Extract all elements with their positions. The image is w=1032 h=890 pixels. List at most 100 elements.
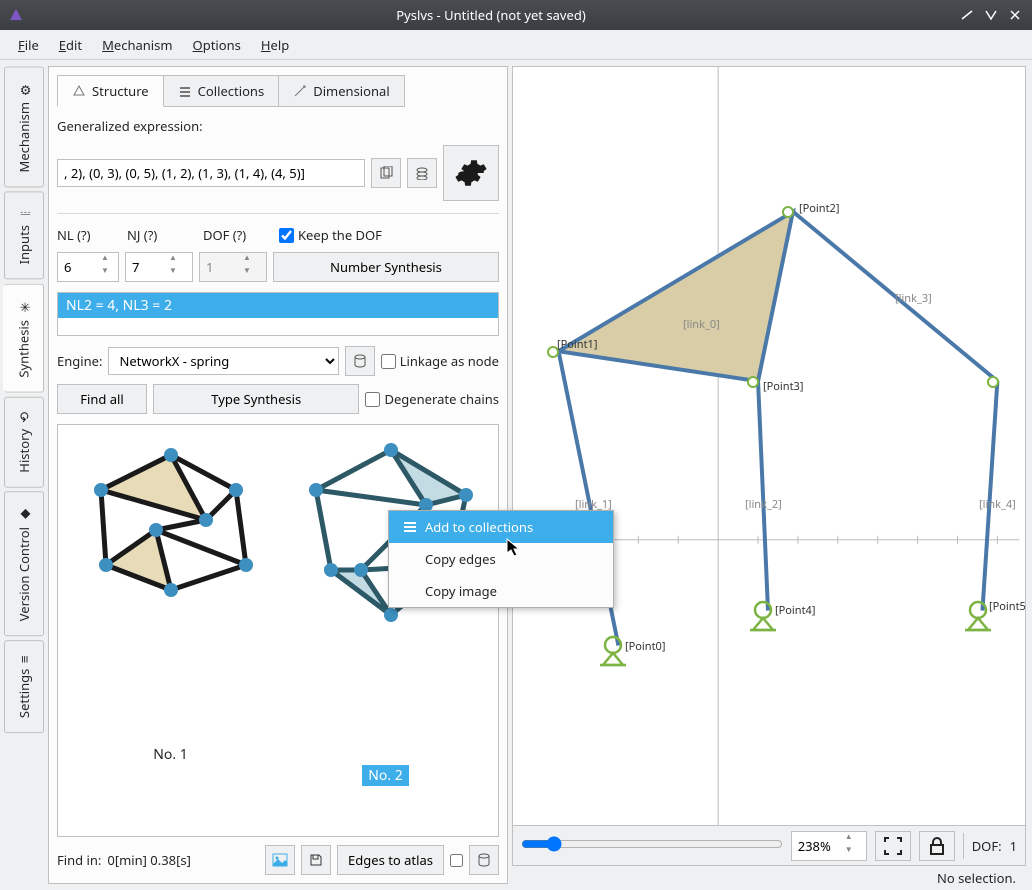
main-canvas[interactable]: [Point1] [Point2] [Point3] [Point0] [Poi…: [512, 66, 1026, 826]
expression-input[interactable]: [57, 159, 365, 187]
menubar: File Edit Mechanism Options Help: [0, 30, 1032, 60]
dof-label: DOF (?): [203, 226, 273, 244]
copy-expression-button[interactable]: [371, 158, 401, 188]
window-title: Pyslvs - Untitled (not yet saved): [30, 6, 952, 24]
link-label: [link_0]: [683, 317, 720, 332]
nl-spin[interactable]: ▲▼: [57, 252, 119, 282]
sidetab-synthesis[interactable]: Synthesis ✳: [4, 284, 44, 393]
menu-mechanism[interactable]: Mechanism: [92, 32, 182, 58]
link-label: [link_3]: [895, 291, 932, 306]
point-label: [Point0]: [625, 639, 665, 654]
atlas-db-button[interactable]: [469, 845, 499, 875]
edges-to-atlas-button[interactable]: Edges to atlas: [337, 845, 444, 875]
ground-icon: [598, 635, 628, 671]
tab-dimensional[interactable]: Dimensional: [279, 75, 405, 107]
sidetab-version-control[interactable]: Version Control ◆: [4, 491, 44, 636]
atlas-graph-1: [76, 435, 266, 605]
point-5[interactable]: [987, 376, 999, 388]
lock-view-button[interactable]: [919, 831, 955, 861]
fullscreen-icon: [883, 836, 903, 856]
menu-options[interactable]: Options: [183, 32, 251, 58]
app-icon: [8, 7, 24, 23]
engine-select[interactable]: NetworkX - spring: [108, 347, 338, 375]
database-icon: [477, 853, 491, 867]
copy-icon: [379, 166, 393, 180]
keep-dof-checkbox[interactable]: Keep the DOF: [279, 226, 382, 244]
zoom-slider[interactable]: [521, 836, 783, 856]
save-icon: [309, 853, 323, 867]
atlas-checkbox[interactable]: [450, 854, 463, 867]
atlas-cell-2[interactable]: No. 2: [283, 435, 488, 826]
window-maximize-icon[interactable]: [982, 6, 1000, 24]
status-bar: No selection.: [512, 866, 1026, 890]
sidetab-settings[interactable]: Settings ≡: [4, 640, 44, 733]
dimensional-icon: [293, 84, 307, 98]
ctx-copy-edges[interactable]: Copy edges: [389, 543, 613, 575]
engine-label: Engine:: [57, 352, 102, 370]
structure-icon: [72, 84, 86, 98]
database-icon: [353, 354, 367, 368]
linkage-as-node-checkbox[interactable]: Linkage as node: [381, 352, 499, 370]
synthesis-result-list[interactable]: NL2 = 4, NL3 = 2: [57, 292, 499, 336]
settings-gear-button[interactable]: [443, 145, 499, 201]
stack-expression-button[interactable]: [407, 158, 437, 188]
canvas-controls: ▲▼ DOF: 1: [512, 826, 1026, 866]
nj-spin[interactable]: ▲▼: [125, 252, 193, 282]
link-label: [link_2]: [745, 497, 782, 512]
synthesis-panel: Structure Collections Dimensional Genera…: [48, 66, 508, 884]
degenerate-checkbox[interactable]: Degenerate chains: [365, 390, 499, 408]
context-menu: Add to collections Copy edges Copy image: [388, 510, 614, 608]
canvas-area: [Point1] [Point2] [Point3] [Point0] [Poi…: [512, 66, 1026, 890]
window-close-icon[interactable]: [1006, 6, 1024, 24]
type-synthesis-button[interactable]: Type Synthesis: [153, 384, 359, 414]
findin-value: 0[min] 0.38[s]: [107, 851, 259, 869]
expression-label: Generalized expression:: [57, 117, 499, 135]
menu-edit[interactable]: Edit: [49, 32, 92, 58]
point-2[interactable]: [782, 206, 794, 218]
collections-icon: [403, 520, 417, 534]
nl-label: NL (?): [57, 226, 121, 244]
collections-icon: [178, 84, 192, 98]
menu-help[interactable]: Help: [251, 32, 299, 58]
sidetab-inputs[interactable]: Inputs ⎓: [4, 191, 44, 279]
status-text: No selection.: [937, 869, 1016, 887]
synthesis-result-row[interactable]: NL2 = 4, NL3 = 2: [58, 293, 498, 318]
dof-label: DOF:: [972, 837, 1002, 855]
fit-view-button[interactable]: [875, 831, 911, 861]
zoom-spin[interactable]: ▲▼: [791, 831, 867, 861]
canvas-svg: [513, 67, 1025, 825]
stack-icon: [415, 166, 429, 180]
synthesis-tabs: Structure Collections Dimensional: [57, 75, 499, 107]
side-tabbar: Mechanism ⚙ Inputs ⎓ Synthesis ✳ History…: [0, 60, 48, 890]
atlas-caption-2: No. 2: [362, 765, 409, 786]
ground-icon: [748, 600, 778, 636]
gear-icon: [454, 155, 488, 191]
titlebar: Pyslvs - Untitled (not yet saved): [0, 0, 1032, 30]
atlas-cell-1[interactable]: No. 1: [68, 435, 273, 826]
point-label: [Point3]: [763, 379, 803, 394]
sidetab-mechanism[interactable]: Mechanism ⚙: [4, 66, 44, 187]
image-icon: [272, 853, 288, 867]
image-export-button[interactable]: [265, 845, 295, 875]
dof-value: 1: [1010, 837, 1017, 855]
nj-label: NJ (?): [127, 226, 197, 244]
window-minimize-icon[interactable]: [958, 6, 976, 24]
atlas-caption-1: No. 1: [153, 745, 188, 764]
sidetab-history[interactable]: History ⟲: [4, 397, 44, 488]
lock-icon: [928, 836, 946, 856]
ctx-add-to-collections[interactable]: Add to collections: [389, 511, 613, 543]
find-all-button[interactable]: Find all: [57, 384, 147, 414]
ctx-copy-image[interactable]: Copy image: [389, 575, 613, 607]
menu-file[interactable]: File: [8, 32, 49, 58]
point-label: [Point4]: [775, 603, 815, 618]
findin-label: Find in:: [57, 851, 101, 869]
point-3[interactable]: [747, 376, 759, 388]
engine-db-button[interactable]: [345, 346, 375, 376]
dof-spin[interactable]: ▲▼: [199, 252, 267, 282]
save-button[interactable]: [301, 845, 331, 875]
point-label: [Point2]: [799, 201, 839, 216]
number-synthesis-button[interactable]: Number Synthesis: [273, 252, 499, 282]
tab-structure[interactable]: Structure: [57, 75, 164, 107]
tab-collections[interactable]: Collections: [164, 75, 280, 107]
atlas-view[interactable]: No. 1 No. 2: [57, 424, 499, 837]
